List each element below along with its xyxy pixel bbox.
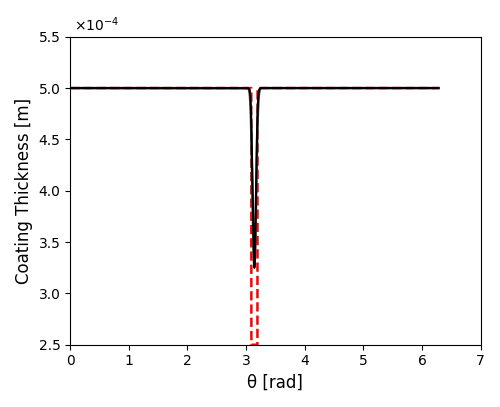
- X-axis label: θ [rad]: θ [rad]: [248, 374, 304, 392]
- Y-axis label: Coating Thickness [m]: Coating Thickness [m]: [15, 98, 33, 284]
- Text: $\times 10^{-4}$: $\times 10^{-4}$: [74, 15, 120, 34]
